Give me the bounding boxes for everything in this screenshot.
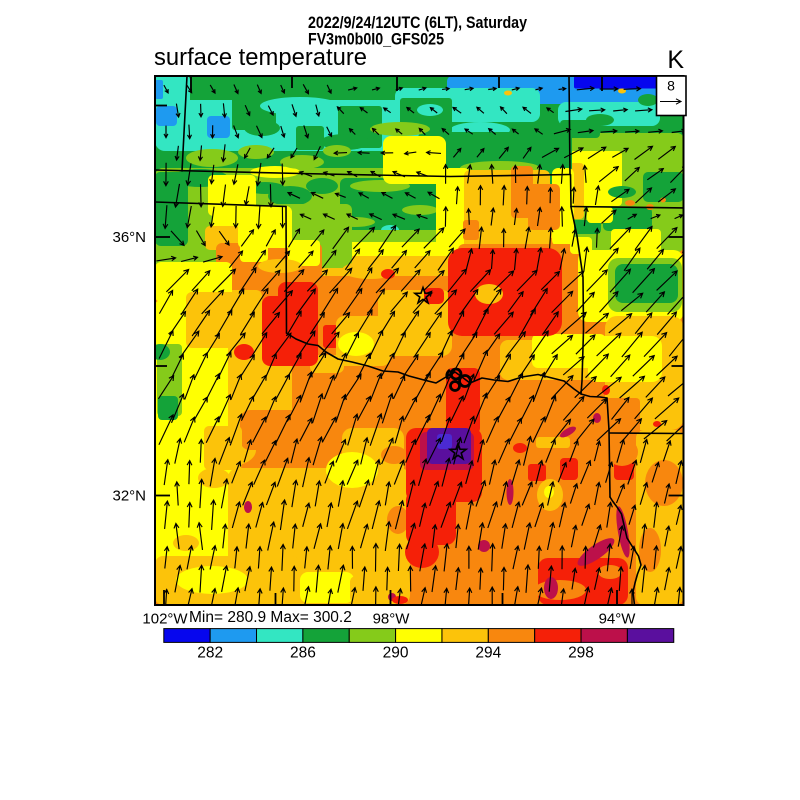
svg-text:282: 282 [197,645,223,662]
svg-text:290: 290 [383,645,409,662]
svg-text:98°W: 98°W [373,611,411,628]
svg-text:2022/9/24/12UTC (6LT), Saturda: 2022/9/24/12UTC (6LT), Saturday [308,14,528,32]
svg-text:36°N: 36°N [112,229,146,246]
svg-text:K: K [667,46,684,74]
svg-text:32°N: 32°N [112,488,146,505]
svg-text:surface temperature: surface temperature [154,44,367,71]
svg-text:294: 294 [475,645,501,662]
svg-text:102°W: 102°W [142,611,188,628]
svg-text:8: 8 [667,78,675,94]
svg-text:FV3m0b0I0_GFS025: FV3m0b0I0_GFS025 [308,31,444,49]
svg-text:Min= 280.9 Max= 300.2: Min= 280.9 Max= 300.2 [189,609,352,626]
svg-text:94°W: 94°W [599,611,637,628]
svg-text:298: 298 [568,645,594,662]
svg-text:286: 286 [290,645,316,662]
